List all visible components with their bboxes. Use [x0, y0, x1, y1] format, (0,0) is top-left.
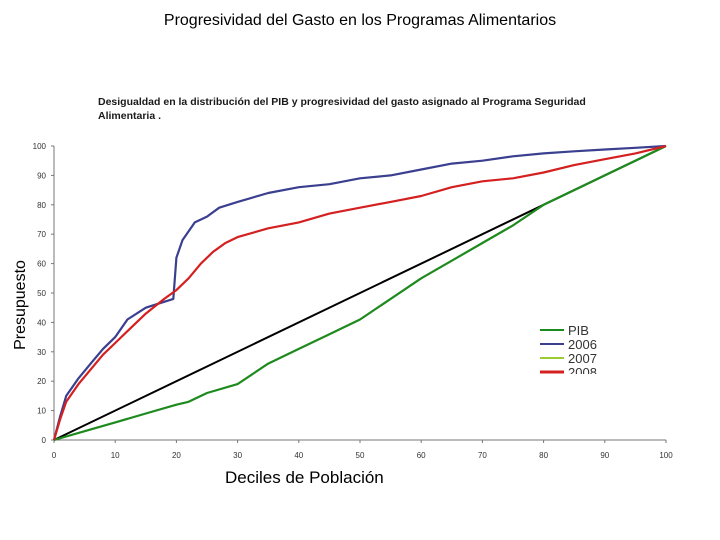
x-tick-label: 50 [356, 451, 365, 460]
y-tick-label: 70 [37, 230, 46, 239]
y-tick-label: 60 [37, 260, 46, 269]
legend-label-2006: 2006 [568, 337, 597, 352]
chart-title-line1: Desigualdad en la distribución del PIB y… [98, 96, 586, 108]
legend-label-pib: PIB [568, 323, 589, 338]
y-tick-label: 80 [37, 201, 46, 210]
y-tick-label: 30 [37, 348, 46, 357]
x-tick-label: 40 [294, 451, 303, 460]
x-tick-label: 80 [539, 451, 548, 460]
legend-clip-mask [538, 374, 628, 388]
x-tick-label: 60 [417, 451, 426, 460]
chart-title: Desigualdad en la distribución del PIB y… [98, 95, 638, 123]
x-tick-label: 10 [111, 451, 120, 460]
y-tick-label: 0 [42, 436, 47, 445]
series-line-2006 [52, 144, 667, 441]
x-axis-label: Deciles de Población [225, 468, 384, 487]
y-tick-label: 90 [37, 171, 46, 180]
series-line-2008 [52, 144, 667, 441]
y-tick-label: 20 [37, 377, 46, 386]
series-line-pib [53, 145, 667, 442]
x-tick-label: 70 [478, 451, 487, 460]
slide-title: Progresividad del Gasto en los Programas… [163, 12, 557, 29]
y-tick-label: 10 [37, 407, 46, 416]
y-tick-label: 100 [33, 142, 47, 151]
y-tick-label: 50 [37, 289, 46, 298]
x-tick-label: 20 [172, 451, 181, 460]
x-tick-label: 100 [659, 451, 673, 460]
chart-title-line2: Alimentaria . [98, 110, 162, 122]
y-tick-label: 40 [37, 318, 46, 327]
x-tick-label: 90 [600, 451, 609, 460]
x-tick-label: 0 [52, 451, 57, 460]
x-tick-label: 30 [233, 451, 242, 460]
legend-label-2007: 2007 [568, 351, 597, 366]
